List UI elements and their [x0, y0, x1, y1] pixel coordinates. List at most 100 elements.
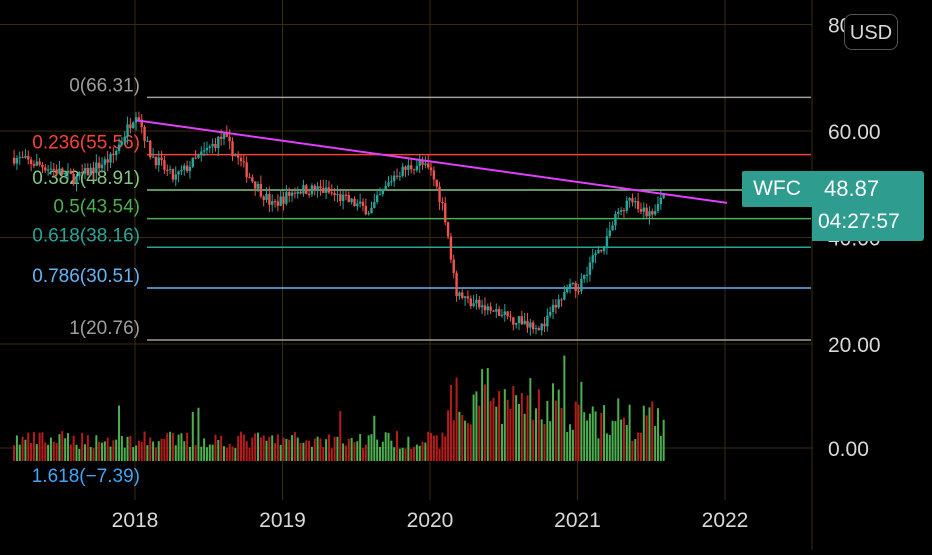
candle-body — [358, 201, 362, 204]
volume-bar — [631, 440, 634, 461]
volume-bar — [622, 417, 625, 461]
volume-bar — [49, 437, 52, 461]
candle-body — [276, 201, 280, 206]
volume-bar — [157, 441, 160, 461]
volume-bar — [447, 410, 450, 461]
volume-bar — [662, 419, 665, 461]
volume-bar — [464, 420, 467, 461]
candle-body — [103, 159, 107, 165]
candle-body — [157, 157, 160, 166]
candle-body — [129, 124, 132, 129]
candle-body — [219, 136, 223, 139]
candle-body — [32, 164, 36, 166]
candle-body — [560, 299, 563, 301]
volume-bar — [373, 415, 376, 461]
candle-body — [205, 147, 209, 151]
volume-bar — [421, 441, 424, 461]
candle-body — [529, 322, 532, 328]
volume-bar — [282, 437, 285, 461]
candle-body — [506, 311, 509, 317]
candle-body — [231, 141, 234, 157]
candle-body — [341, 194, 345, 202]
time-axis[interactable]: 2018 2019 2020 2021 2022 — [112, 509, 749, 532]
currency-button[interactable]: USD — [844, 14, 898, 50]
price-axis-label: 60.00 — [828, 121, 881, 144]
fibonacci-retracement[interactable]: 0(66.31)0.236(55.56)0.382(48.91)0.5(43.5… — [32, 75, 811, 487]
volume-bar — [305, 440, 308, 461]
volume-bar — [398, 448, 401, 461]
candle-body — [591, 255, 594, 263]
price-axis-label: 20.00 — [828, 334, 881, 357]
candle-body — [636, 201, 640, 210]
candle-body — [143, 126, 146, 142]
volume-bar — [285, 438, 288, 461]
volume-bar — [299, 442, 302, 461]
volume-bar — [495, 406, 498, 461]
volume-bar — [381, 441, 384, 461]
volume-bar — [438, 448, 441, 461]
candle-body — [236, 155, 240, 158]
volume-bar — [347, 438, 350, 461]
volume-bar — [126, 436, 129, 461]
volume-bar — [370, 434, 373, 461]
candle-body — [58, 168, 61, 174]
volume-bar — [191, 411, 194, 461]
candle-body — [546, 315, 549, 327]
candle-body — [642, 207, 645, 212]
volume-bar — [356, 441, 359, 461]
candle-body — [259, 183, 263, 197]
candle-body — [146, 140, 149, 142]
volume-bar — [574, 401, 577, 461]
volume-bar — [72, 435, 75, 461]
candle-body — [24, 155, 27, 158]
candle-body — [438, 186, 441, 203]
candle-body — [322, 188, 325, 193]
candle-body — [557, 299, 560, 308]
candle-body — [455, 272, 458, 297]
candle-body — [483, 305, 487, 311]
volume-bar — [32, 432, 35, 461]
candle-body — [384, 185, 387, 190]
volume-bar — [149, 437, 152, 461]
candle-body — [35, 161, 38, 166]
volume-bar — [265, 440, 268, 461]
volume-bar — [21, 436, 24, 461]
volume-bar — [143, 431, 146, 461]
volume-bar — [571, 429, 574, 461]
volume-bar — [535, 408, 538, 461]
volume-bar — [435, 435, 438, 461]
candle-body — [86, 167, 90, 176]
candle-body — [489, 306, 492, 311]
fib-level-label: 1.618(−7.39) — [32, 466, 140, 487]
candle-body — [234, 155, 237, 157]
volume-bar — [432, 435, 435, 461]
candle-body — [580, 278, 583, 292]
candle-body — [52, 168, 55, 170]
volume-bar — [367, 435, 370, 461]
candle-body — [347, 195, 350, 203]
volume-bar — [129, 435, 132, 461]
candle-body — [429, 167, 433, 171]
candle-body — [72, 173, 75, 184]
trendline-layer[interactable] — [136, 119, 728, 204]
candle-body — [61, 168, 64, 175]
candle-body — [526, 320, 529, 328]
volume-bar — [378, 446, 381, 461]
trendline[interactable] — [136, 119, 728, 204]
time-axis-label: 2018 — [112, 509, 159, 532]
volume-bar — [430, 432, 433, 461]
volume-bar — [645, 415, 648, 461]
volume-bar — [557, 389, 560, 461]
candle-body — [659, 197, 663, 205]
volume-bar — [186, 432, 189, 461]
volume-bar — [75, 444, 78, 461]
candle-body — [378, 194, 382, 196]
candle-body — [554, 304, 558, 308]
volume-bar — [188, 446, 191, 461]
candle-body — [134, 117, 138, 123]
volume-bar — [237, 435, 240, 461]
candle-body — [611, 225, 614, 231]
